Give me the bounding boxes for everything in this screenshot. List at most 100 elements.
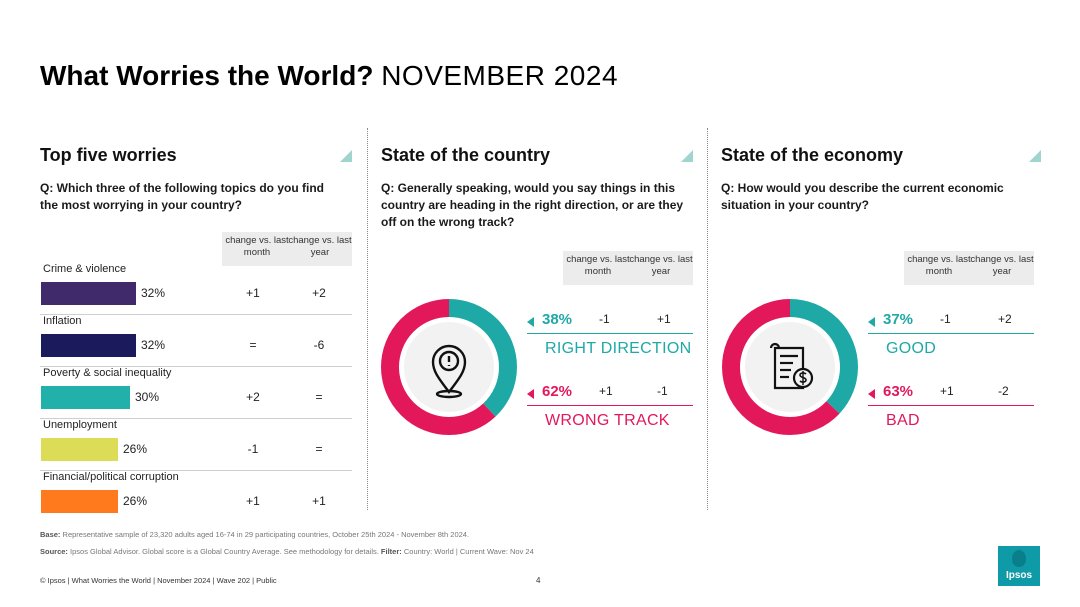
row-divider	[40, 470, 352, 471]
logo-mark	[1012, 550, 1026, 567]
economy-donut-chart	[722, 299, 858, 435]
right-direction-change-year: +1	[657, 312, 671, 326]
row-divider	[40, 314, 352, 315]
divider-line	[868, 405, 1034, 406]
wrong-track-pct: 62%	[542, 383, 573, 400]
worry-pct: 30%	[135, 390, 160, 404]
right-direction-change-month: -1	[599, 312, 610, 326]
right-direction-label: RIGHT DIRECTION	[545, 340, 692, 357]
left-arrow-icon	[868, 389, 875, 399]
corner-triangle-icon	[1029, 150, 1041, 162]
donut-hole	[745, 322, 835, 412]
column-divider	[367, 128, 368, 510]
left-arrow-icon	[527, 317, 534, 327]
worry-change-year: +2	[312, 286, 326, 300]
copyright-text: © Ipsos | What Worries the World | Novem…	[40, 576, 277, 585]
worry-label: Inflation	[43, 315, 82, 327]
worry-pct: 26%	[123, 494, 148, 508]
corner-triangle-icon	[681, 150, 693, 162]
good-change-year: +2	[998, 312, 1012, 326]
worry-change-month: +2	[246, 390, 260, 404]
logo-text: Ipsos	[1005, 570, 1033, 581]
good-label: GOOD	[886, 340, 937, 357]
good-stat: 37% -1 +2 GOOD	[868, 311, 1034, 361]
right-direction-pct: 38%	[542, 311, 573, 328]
wrong-track-stat: 62% +1 -1 WRONG TRACK	[527, 383, 693, 433]
worry-pct: 26%	[123, 442, 148, 456]
worry-change-year: +1	[312, 494, 326, 508]
worry-row: Unemployment 26% -1 =	[40, 419, 352, 471]
page-title: What Worries the World? NOVEMBER 2024	[40, 60, 618, 92]
worry-row: Poverty & social inequality 30% +2 =	[40, 367, 352, 419]
wrong-track-change-year: -1	[657, 384, 668, 398]
wrong-track-change-month: +1	[599, 384, 613, 398]
footnote-source: Source: Ipsos Global Advisor. Global sco…	[40, 547, 534, 556]
worry-change-month: +1	[246, 494, 260, 508]
bad-stat: 63% +1 -2 BAD	[868, 383, 1034, 433]
receipt-dollar-icon	[769, 342, 814, 390]
worry-change-month: -1	[247, 442, 259, 456]
worry-change-year: =	[315, 390, 323, 404]
header-change-month: change vs. last month	[225, 235, 289, 258]
worry-pct: 32%	[141, 286, 166, 300]
good-change-month: -1	[940, 312, 951, 326]
row-divider	[40, 366, 352, 367]
economy-question: Q: How would you describe the current ec…	[721, 181, 1004, 212]
header-change-year: change vs. last year	[629, 254, 693, 277]
worry-label: Financial/political corruption	[43, 471, 179, 483]
worry-bar	[41, 334, 136, 357]
worry-bar	[41, 490, 118, 513]
country-donut-chart	[381, 299, 517, 435]
header-change-month: change vs. last month	[907, 254, 971, 277]
row-divider	[40, 418, 352, 419]
worry-label: Crime & violence	[43, 263, 127, 275]
worry-change-month: =	[249, 338, 257, 352]
worry-row: Crime & violence 32% +1 +2	[40, 263, 352, 315]
base-label: Base:	[40, 530, 61, 539]
economy-change-header: change vs. last month change vs. last ye…	[904, 251, 1034, 285]
bad-pct: 63%	[883, 383, 914, 400]
worry-label: Unemployment	[43, 419, 117, 431]
worry-bar	[41, 438, 118, 461]
country-heading: State of the country	[381, 145, 551, 165]
bad-change-year: -2	[998, 384, 1009, 398]
header-change-year: change vs. last year	[970, 254, 1034, 277]
column-divider	[707, 128, 708, 510]
donut-hole	[404, 322, 494, 412]
wrong-track-label: WRONG TRACK	[545, 412, 670, 429]
worry-change-year: -6	[313, 338, 325, 352]
worry-bar	[41, 386, 130, 409]
worry-label: Poverty & social inequality	[43, 367, 172, 379]
worry-bar	[41, 282, 136, 305]
worry-change-month: +1	[246, 286, 260, 300]
header-change-year: change vs. last year	[288, 235, 352, 258]
footnote-base: Base: Representative sample of 23,320 ad…	[40, 530, 469, 539]
corner-triangle-icon	[340, 150, 352, 162]
donut-negative-segment	[722, 299, 858, 435]
filter-text: Country: World | Current Wave: Nov 24	[403, 547, 534, 556]
source-text: Ipsos Global Advisor. Global score is a …	[70, 547, 379, 556]
header-change-month: change vs. last month	[566, 254, 630, 277]
divider-line	[527, 405, 693, 406]
divider-line	[527, 333, 693, 334]
divider-line	[868, 333, 1034, 334]
worry-change-year: =	[315, 442, 323, 456]
bad-change-month: +1	[940, 384, 954, 398]
worry-row: Financial/political corruption 26% +1 +1	[40, 471, 352, 523]
country-change-header: change vs. last month change vs. last ye…	[563, 251, 693, 285]
left-arrow-icon	[868, 317, 875, 327]
title-date: NOVEMBER 2024	[381, 60, 619, 91]
good-pct: 37%	[883, 311, 914, 328]
filter-label: Filter:	[380, 547, 402, 556]
left-arrow-icon	[527, 389, 534, 399]
bad-label: BAD	[886, 412, 920, 429]
economy-heading: State of the economy	[721, 145, 904, 165]
worries-change-header: change vs. last month change vs. last ye…	[222, 232, 352, 266]
donut-negative-segment	[381, 299, 517, 435]
ipsos-logo: Ipsos	[998, 546, 1040, 586]
source-label: Source:	[40, 547, 68, 556]
page-number: 4	[536, 576, 541, 585]
right-direction-stat: 38% -1 +1 RIGHT DIRECTION	[527, 311, 693, 361]
base-text: Representative sample of 23,320 adults a…	[62, 530, 470, 539]
worries-heading: Top five worries	[40, 145, 177, 165]
